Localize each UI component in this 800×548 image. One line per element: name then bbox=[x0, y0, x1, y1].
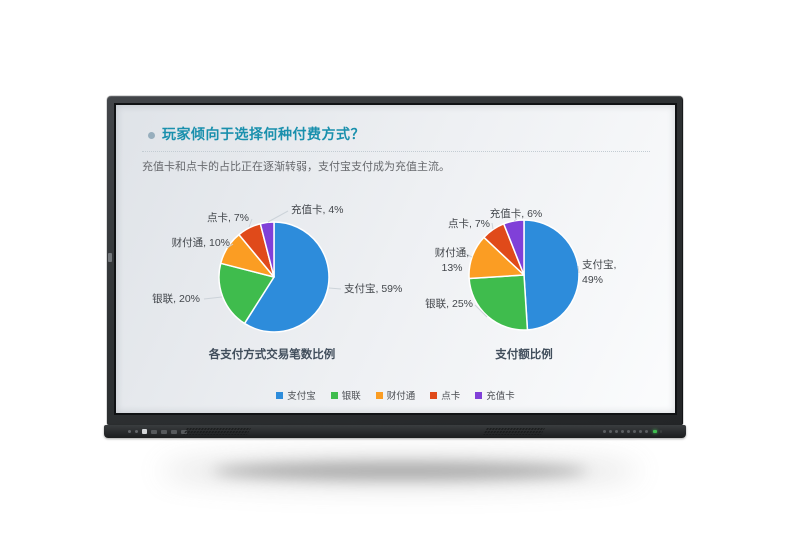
monitor-shadow bbox=[213, 462, 587, 480]
slide-title: 玩家倾向于选择何种付费方式？ bbox=[162, 126, 365, 142]
chart2-slice-label-1: 银联, 25% bbox=[425, 297, 473, 310]
control-button-icon bbox=[645, 430, 648, 433]
chart1-slice-label-2: 财付通, 10% bbox=[172, 236, 230, 249]
chart1-pie-slice-0 bbox=[243, 221, 330, 333]
legend-swatch-rechargecard-icon bbox=[475, 391, 483, 399]
chart2-leader-line-0 bbox=[577, 265, 580, 274]
port-dot-icon bbox=[128, 430, 131, 433]
chart2-pie-slice-0 bbox=[523, 219, 580, 331]
standby-led bbox=[660, 430, 662, 433]
control-button-icon bbox=[609, 430, 612, 433]
chart1-slice-label-1: 银联, 20% bbox=[152, 292, 200, 305]
chart2-leader-line-3 bbox=[491, 222, 494, 230]
port-icon bbox=[161, 429, 167, 434]
legend-item-unionpay: 银联 bbox=[330, 388, 361, 402]
control-buttons bbox=[603, 430, 648, 433]
chart1-leader-line-4 bbox=[267, 210, 289, 223]
chart2-pie-slice-4 bbox=[503, 219, 525, 276]
dotted-divider bbox=[142, 151, 650, 152]
port-dot-icon bbox=[135, 430, 138, 433]
control-button-icon bbox=[615, 430, 618, 433]
usb-port-icon bbox=[142, 429, 147, 434]
speaker-grille-right bbox=[482, 428, 546, 435]
chart2-leader-line-2 bbox=[465, 253, 473, 258]
bottom-speaker-bar bbox=[104, 425, 686, 438]
port-icon bbox=[151, 429, 157, 434]
control-button-icon bbox=[603, 430, 606, 433]
monitor-frame: 玩家倾向于选择何种付费方式？ 充值卡和点卡的占比正在逐渐转弱，支付宝支付成为充值… bbox=[104, 96, 686, 438]
legend-label: 财付通 bbox=[386, 391, 416, 402]
chart1-leader-line-0 bbox=[328, 287, 342, 290]
chart1-slice-label-4: 充值卡, 4% bbox=[291, 203, 344, 216]
power-led bbox=[653, 430, 657, 433]
legend-item-rechargecard: 充值卡 bbox=[475, 388, 515, 402]
legend-label: 支付宝 bbox=[287, 391, 316, 402]
legend-swatch-unionpay-icon bbox=[330, 391, 338, 399]
chart2-slice-label-0: 支付宝, 49% bbox=[582, 258, 616, 286]
chart1-slice-label-0: 支付宝, 59% bbox=[344, 282, 402, 295]
chart2-slice-label-3: 点卡, 7% bbox=[448, 217, 490, 230]
speaker-grille-left bbox=[182, 428, 252, 435]
pie-charts-canvas: 支付宝, 59% 银联, 20% 财付通, 10% 点卡, 7% 充值卡, 4% 支付宝,… bbox=[152, 203, 616, 333]
legend-item-tenpay: 财付通 bbox=[375, 388, 416, 402]
chart1-slice-label-3: 点卡, 7% bbox=[207, 211, 249, 224]
left-chart-title: 各支付方式交易笔数比例 bbox=[208, 349, 336, 361]
chart2-slice-label-4: 充值卡, 6% bbox=[490, 207, 543, 220]
legend-label: 银联 bbox=[341, 391, 361, 402]
legend-item-alipay: 支付宝 bbox=[276, 388, 316, 402]
port-icon bbox=[171, 429, 177, 434]
chart2-slice-label-2: 财付通, 13% bbox=[435, 246, 469, 274]
chart1-leader-line-3 bbox=[248, 218, 253, 228]
chart2-leader-line-4 bbox=[513, 218, 518, 222]
chart2-leader-line-1 bbox=[474, 304, 488, 318]
screen-slide: 玩家倾向于选择何种付费方式？ 充值卡和点卡的占比正在逐渐转弱，支付宝支付成为充值… bbox=[116, 105, 675, 413]
control-button-icon bbox=[621, 430, 624, 433]
legend-label: 点卡 bbox=[441, 391, 461, 402]
slide-subtitle: 充值卡和点卡的占比正在逐渐转弱，支付宝支付成为充值主流。 bbox=[142, 161, 450, 173]
control-button-icon bbox=[633, 430, 636, 433]
legend-swatch-tenpay-icon bbox=[375, 391, 383, 399]
title-bullet-icon bbox=[148, 132, 155, 139]
front-ports bbox=[128, 429, 187, 434]
control-button-icon bbox=[639, 430, 642, 433]
monitor-bezel: 玩家倾向于选择何种付费方式？ 充值卡和点卡的占比正在逐渐转弱，支付宝支付成为充值… bbox=[107, 96, 683, 425]
legend-swatch-alipay-icon bbox=[276, 391, 284, 399]
chart2-pie-slice-1 bbox=[468, 274, 529, 331]
side-button bbox=[108, 253, 112, 262]
chart1-leader-line-1 bbox=[203, 296, 223, 300]
chart-legend: 支付宝 银联 财付通 点卡 充值卡 bbox=[116, 388, 675, 402]
legend-item-pointcard: 点卡 bbox=[430, 388, 460, 402]
legend-swatch-pointcard-icon bbox=[430, 391, 438, 399]
right-chart-title: 支付额比例 bbox=[495, 349, 553, 361]
control-button-icon bbox=[627, 430, 630, 433]
chart1-pie-slice-1 bbox=[218, 262, 275, 325]
chart1-leader-line-2 bbox=[226, 243, 234, 249]
legend-label: 充值卡 bbox=[486, 391, 515, 402]
chart1-pie-slice-4 bbox=[259, 221, 275, 278]
